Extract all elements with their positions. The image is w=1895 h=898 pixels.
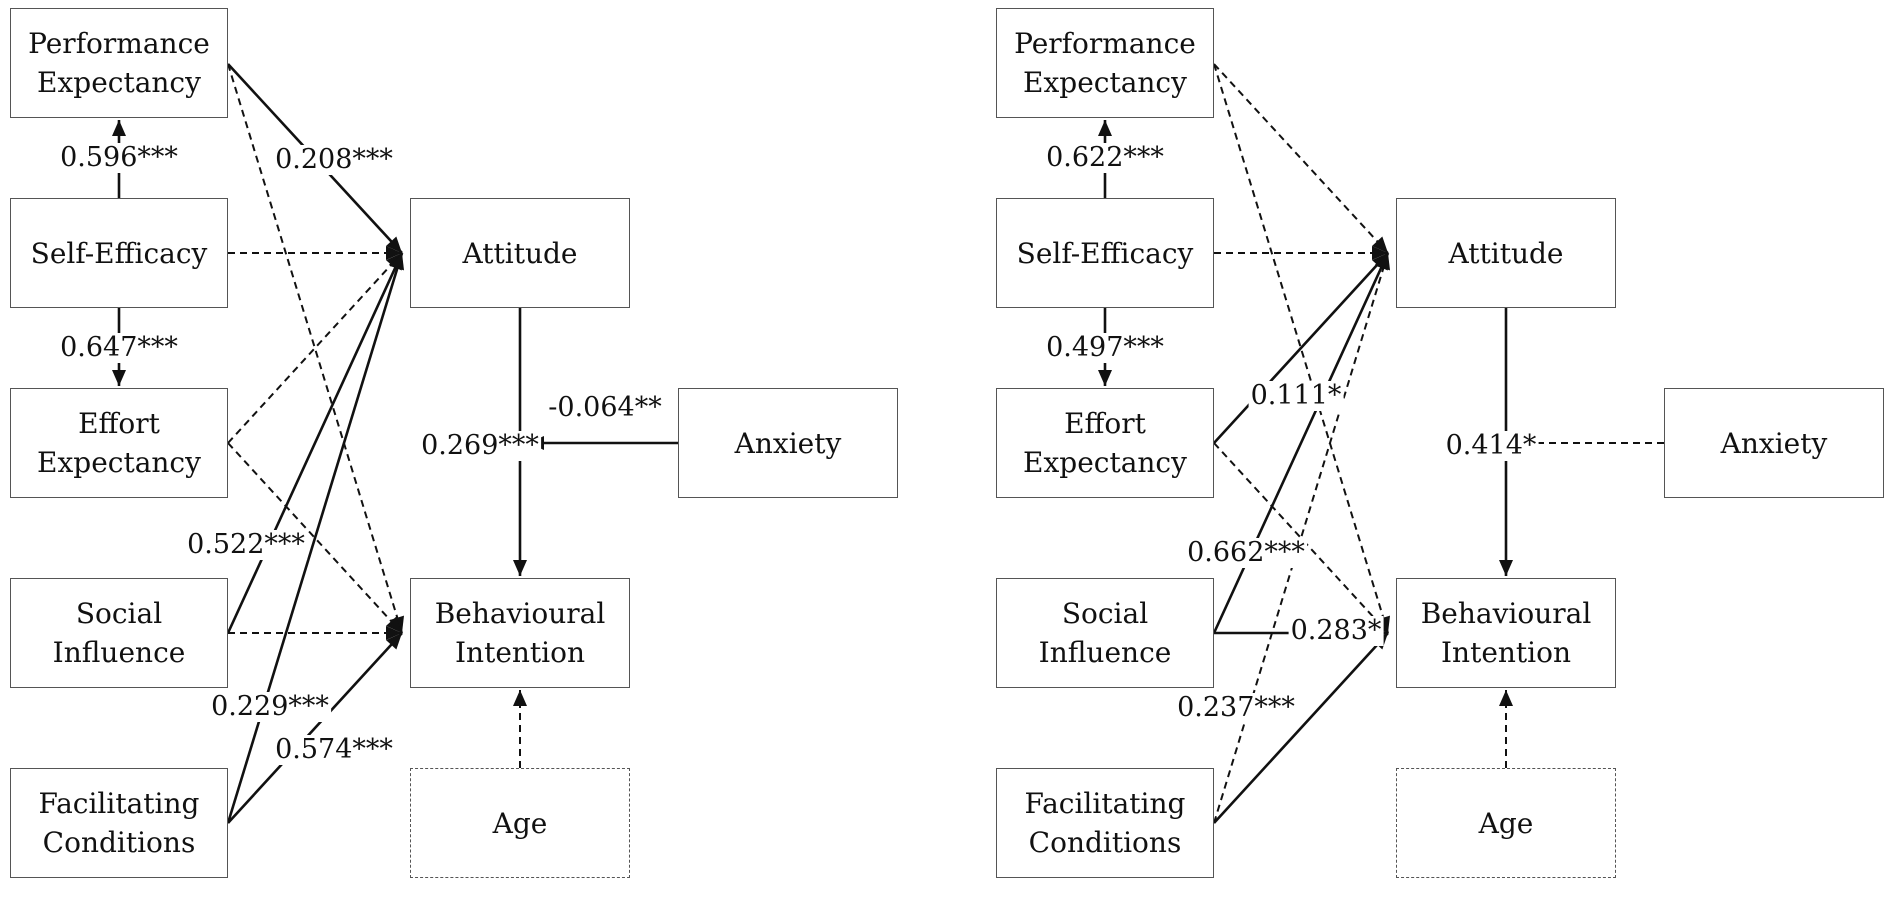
left-path-si-at	[226, 252, 404, 634]
right-path-ee-bi	[1213, 442, 1389, 634]
left-facilitating-conditions-box: Facilitating Conditions	[10, 768, 228, 878]
left-coef-pe-at: 0.208***	[273, 144, 395, 175]
right-arrowhead-se-ee	[1098, 370, 1112, 386]
left-arrowhead-se-pe	[112, 120, 126, 136]
left-anxiety-box: Anxiety	[678, 388, 898, 498]
left-arrowhead-ee-bi	[386, 616, 402, 633]
right-attitude-label-line: Attitude	[1448, 236, 1564, 270]
right-performance-expectancy-box: Performance Expectancy	[996, 8, 1214, 118]
left-performance-expectancy-label-line: Performance	[28, 27, 210, 60]
right-coef-se-pe: 0.622***	[1044, 142, 1166, 173]
right-facilitating-conditions-box: Facilitating Conditions	[996, 768, 1214, 878]
left-behavioural-intention-box: Behavioural Intention	[410, 578, 630, 688]
left-coef-si-at: 0.522***	[185, 529, 307, 560]
left-path-ee-at	[227, 252, 403, 444]
left-age-box: Age	[410, 768, 630, 878]
left-behavioural-intention-label-line: Intention	[454, 636, 586, 669]
right-path-fc-at	[1213, 252, 1389, 824]
left-anxiety-label-line: Anxiety	[734, 426, 842, 460]
left-self-efficacy-label-line: Self-Efficacy	[30, 236, 208, 270]
right-age-box: Age	[1396, 768, 1616, 878]
right-path-ee-at	[1213, 252, 1389, 444]
right-self-efficacy-box: Self-Efficacy	[996, 198, 1214, 308]
left-path-ee-bi	[227, 442, 403, 634]
left-age-label-line: Age	[492, 806, 548, 840]
left-effort-expectancy-label-line: Expectancy	[37, 446, 201, 479]
right-effort-expectancy-box: Effort Expectancy	[996, 388, 1214, 498]
right-arrowhead-fc-at	[1376, 253, 1391, 271]
right-performance-expectancy-label-line: Expectancy	[1023, 66, 1187, 99]
right-behavioural-intention-box: Behavioural Intention	[1396, 578, 1616, 688]
left-effort-expectancy-box: Effort Expectancy	[10, 388, 228, 498]
right-anxiety-label-line: Anxiety	[1720, 426, 1828, 460]
right-coef-ee-at: 0.111*	[1248, 380, 1344, 411]
left-arrowhead-pe-at	[386, 236, 402, 253]
left-social-influence-label-line: Influence	[52, 636, 186, 669]
right-arrowhead-age-bi	[1499, 690, 1513, 706]
left-facilitating-conditions-label-line: Conditions	[42, 826, 196, 859]
left-arrowhead-age-bi	[513, 690, 527, 706]
left-coef-anx-mod: -0.064**	[546, 392, 664, 423]
right-coef-si-at: 0.662***	[1185, 537, 1307, 568]
right-path-pe-bi	[1213, 63, 1389, 634]
left-social-influence-label-line: Social	[75, 597, 163, 630]
left-coef-se-pe: 0.596***	[58, 142, 180, 173]
left-facilitating-conditions-label-line: Facilitating	[38, 787, 200, 820]
left-coef-at-bi: 0.269***	[419, 430, 541, 461]
right-arrowhead-se-at	[1372, 246, 1388, 260]
left-attitude-label-line: Attitude	[462, 236, 578, 270]
right-coef-fc-bi: 0.237***	[1175, 692, 1297, 723]
right-arrowhead-se-pe	[1098, 120, 1112, 136]
right-attitude-box: Attitude	[1396, 198, 1616, 308]
right-behavioural-intention-label-line: Behavioural	[1420, 597, 1592, 630]
left-performance-expectancy-label-line: Expectancy	[37, 66, 201, 99]
right-coef-se-ee: 0.497***	[1044, 332, 1166, 363]
right-anxiety-box: Anxiety	[1664, 388, 1884, 498]
right-social-influence-box: Social Influence	[996, 578, 1214, 688]
right-facilitating-conditions-label-line: Facilitating	[1024, 787, 1186, 820]
left-arrowhead-se-at	[386, 246, 402, 260]
left-path-fc-bi	[227, 632, 403, 824]
right-age-label-line: Age	[1478, 806, 1534, 840]
left-coef-se-ee: 0.647***	[58, 332, 180, 363]
right-social-influence-label-line: Social	[1061, 597, 1149, 630]
left-arrowhead-se-ee	[112, 370, 126, 386]
left-attitude-box: Attitude	[410, 198, 630, 308]
right-social-influence-label-line: Influence	[1038, 636, 1172, 669]
right-path-pe-at	[1213, 63, 1389, 254]
right-coef-si-bi: 0.283*	[1288, 615, 1384, 646]
left-self-efficacy-box: Self-Efficacy	[10, 198, 228, 308]
left-coef-fc-bi: 0.574***	[273, 734, 395, 765]
left-effort-expectancy-label-line: Effort	[78, 407, 160, 440]
right-behavioural-intention-label-line: Intention	[1440, 636, 1572, 669]
right-performance-expectancy-label-line: Performance	[1014, 27, 1196, 60]
right-path-si-at	[1212, 252, 1390, 634]
left-arrowhead-fc-bi	[386, 633, 402, 650]
right-path-fc-bi	[1213, 632, 1389, 824]
right-arrowhead-at-bi	[1499, 560, 1513, 576]
right-effort-expectancy-label-line: Effort	[1064, 407, 1146, 440]
left-arrowhead-fc-at	[390, 253, 405, 271]
right-effort-expectancy-label-line: Expectancy	[1023, 446, 1187, 479]
left-behavioural-intention-label-line: Behavioural	[434, 597, 606, 630]
left-arrowhead-at-bi	[513, 560, 527, 576]
left-path-pe-bi	[227, 63, 403, 634]
right-facilitating-conditions-label-line: Conditions	[1028, 826, 1182, 859]
left-arrowhead-si-bi	[386, 626, 402, 640]
left-path-fc-at	[226, 252, 404, 824]
left-coef-fc-at: 0.229***	[209, 691, 331, 722]
right-arrowhead-pe-at	[1372, 236, 1388, 253]
right-self-efficacy-label-line: Self-Efficacy	[1016, 236, 1194, 270]
left-social-influence-box: Social Influence	[10, 578, 228, 688]
right-coef-at-bi: 0.414*	[1443, 430, 1539, 461]
left-performance-expectancy-box: Performance Expectancy	[10, 8, 228, 118]
